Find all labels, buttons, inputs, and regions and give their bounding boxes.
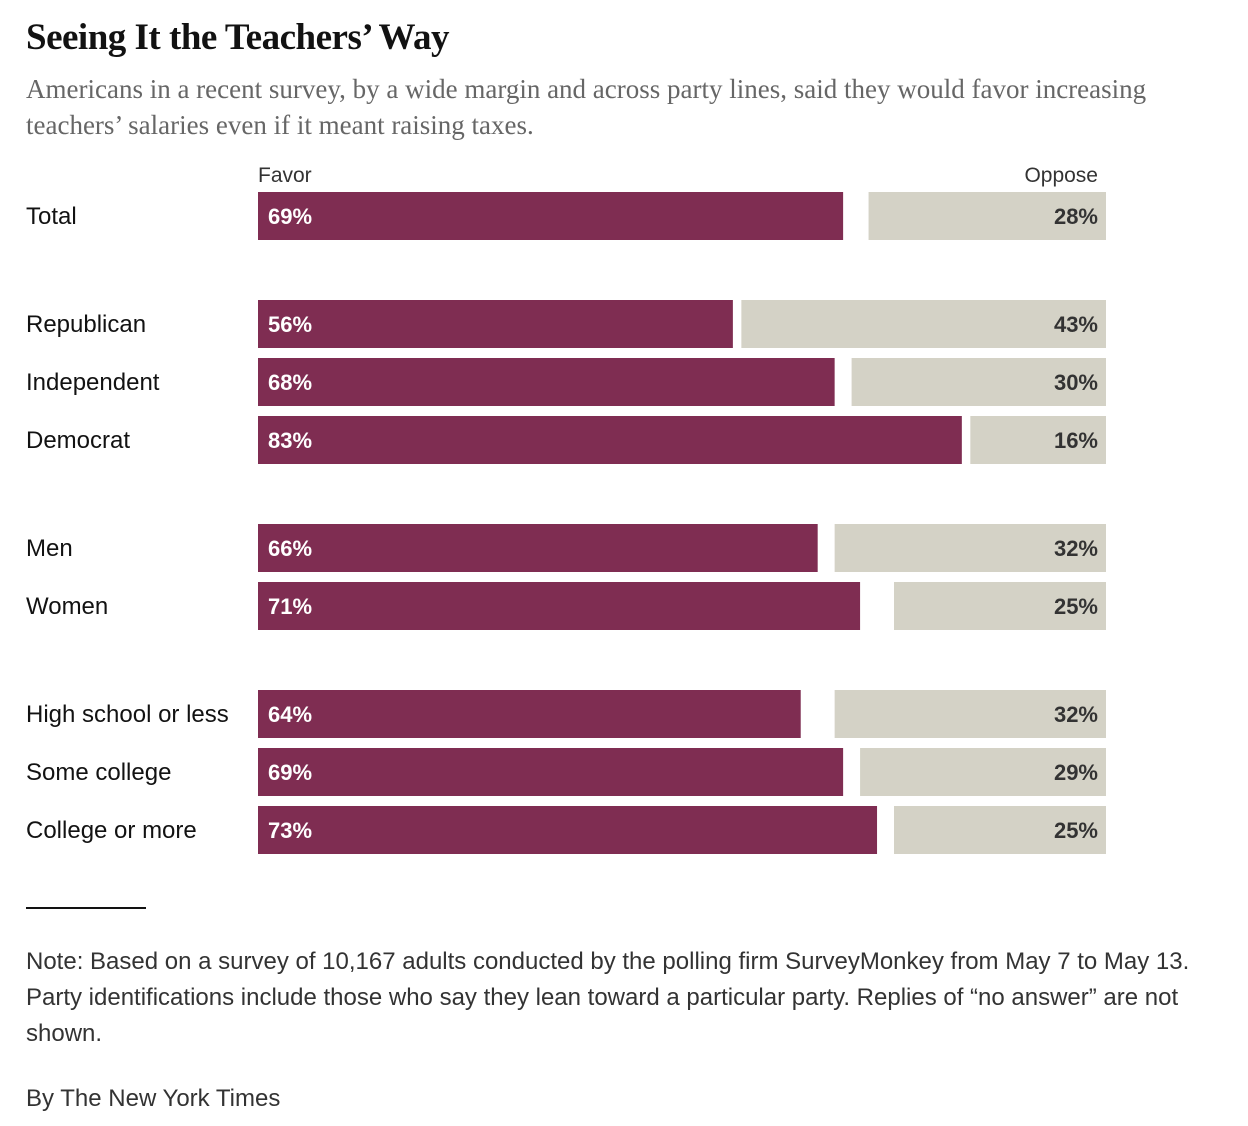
favor-value-label: 73% [268, 818, 312, 843]
legend-oppose: Oppose [1024, 164, 1098, 187]
favor-bar [258, 358, 835, 406]
favor-bar [258, 806, 878, 854]
favor-bar [258, 300, 733, 348]
oppose-bar [834, 524, 1106, 572]
favor-bar [258, 690, 801, 738]
oppose-bar [868, 192, 1106, 240]
favor-bar [258, 416, 962, 464]
oppose-bar [894, 582, 1106, 630]
oppose-bar [741, 300, 1106, 348]
oppose-value-label: 32% [1054, 536, 1098, 561]
legend-favor: Favor [258, 164, 312, 187]
favor-bar [258, 582, 861, 630]
row-label: Democrat [26, 427, 130, 454]
oppose-value-label: 43% [1054, 312, 1098, 337]
diverging-bar-chart: Favor Oppose Total 69% 28% Republican 56% 43% In… [26, 164, 1106, 854]
note-divider [26, 907, 146, 909]
oppose-value-label: 28% [1054, 204, 1098, 229]
row-label: Total [26, 203, 77, 230]
row-label: High school or less [26, 701, 229, 728]
row-label: Men [26, 535, 73, 562]
favor-value-label: 69% [268, 204, 312, 229]
favor-value-label: 66% [268, 536, 312, 561]
oppose-value-label: 25% [1054, 594, 1098, 619]
oppose-bar [970, 416, 1106, 464]
chart-title: Seeing It the Teachers’ Way [26, 17, 449, 58]
row-label: Some college [26, 759, 171, 786]
row-label: Republican [26, 311, 146, 338]
oppose-value-label: 29% [1054, 760, 1098, 785]
favor-value-label: 83% [268, 428, 312, 453]
oppose-value-label: 30% [1054, 370, 1098, 395]
oppose-bar [860, 748, 1106, 796]
favor-bar [258, 748, 844, 796]
favor-value-label: 64% [268, 702, 312, 727]
favor-bar [258, 192, 844, 240]
favor-value-label: 56% [268, 312, 312, 337]
favor-bar [258, 524, 818, 572]
row-label: Independent [26, 369, 160, 396]
oppose-bar [834, 690, 1106, 738]
favor-value-label: 71% [268, 594, 312, 619]
favor-value-label: 68% [268, 370, 312, 395]
oppose-value-label: 25% [1054, 818, 1098, 843]
oppose-bar [894, 806, 1106, 854]
chart-subtitle: Americans in a recent survey, by a wide … [26, 74, 1147, 140]
row-label: Women [26, 593, 108, 620]
favor-value-label: 69% [268, 760, 312, 785]
oppose-value-label: 16% [1054, 428, 1098, 453]
chart-credit: By The New York Times [26, 1085, 281, 1112]
oppose-bar [851, 358, 1106, 406]
oppose-value-label: 32% [1054, 702, 1098, 727]
row-label: College or more [26, 817, 197, 844]
chart-note: Note: Based on a survey of 10,167 adults… [26, 948, 1190, 1047]
